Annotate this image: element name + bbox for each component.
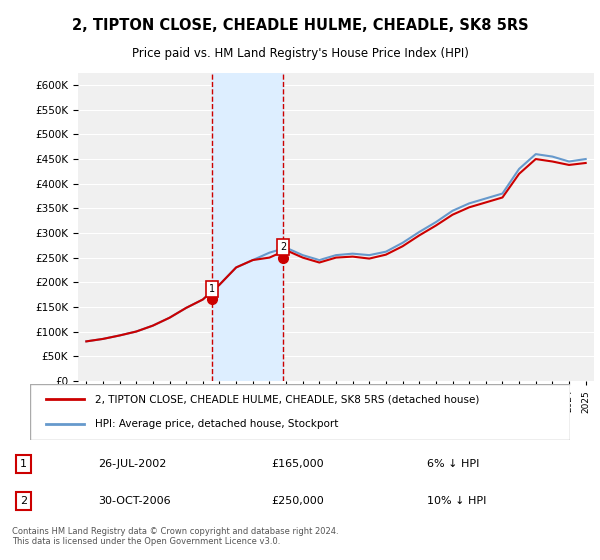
Text: £250,000: £250,000 [271, 496, 324, 506]
Text: 1: 1 [209, 284, 215, 293]
Text: 10% ↓ HPI: 10% ↓ HPI [427, 496, 486, 506]
Bar [212, 73, 283, 381]
Text: 6% ↓ HPI: 6% ↓ HPI [427, 459, 479, 469]
Text: 2, TIPTON CLOSE, CHEADLE HULME, CHEADLE, SK8 5RS (detached house): 2, TIPTON CLOSE, CHEADLE HULME, CHEADLE,… [95, 394, 479, 404]
Text: Price paid vs. HM Land Registry's House Price Index (HPI): Price paid vs. HM Land Registry's House … [131, 48, 469, 60]
Text: £165,000: £165,000 [271, 459, 324, 469]
Text: 2: 2 [20, 496, 27, 506]
FancyBboxPatch shape [30, 384, 570, 440]
Text: 30-OCT-2006: 30-OCT-2006 [98, 496, 171, 506]
Text: 2, TIPTON CLOSE, CHEADLE HULME, CHEADLE, SK8 5RS: 2, TIPTON CLOSE, CHEADLE HULME, CHEADLE,… [71, 18, 529, 33]
Text: 26-JUL-2002: 26-JUL-2002 [98, 459, 167, 469]
Text: HPI: Average price, detached house, Stockport: HPI: Average price, detached house, Stoc… [95, 419, 338, 429]
Text: Contains HM Land Registry data © Crown copyright and database right 2024.
This d: Contains HM Land Registry data © Crown c… [12, 526, 338, 546]
Text: 1: 1 [20, 459, 27, 469]
Text: 2: 2 [280, 242, 286, 252]
